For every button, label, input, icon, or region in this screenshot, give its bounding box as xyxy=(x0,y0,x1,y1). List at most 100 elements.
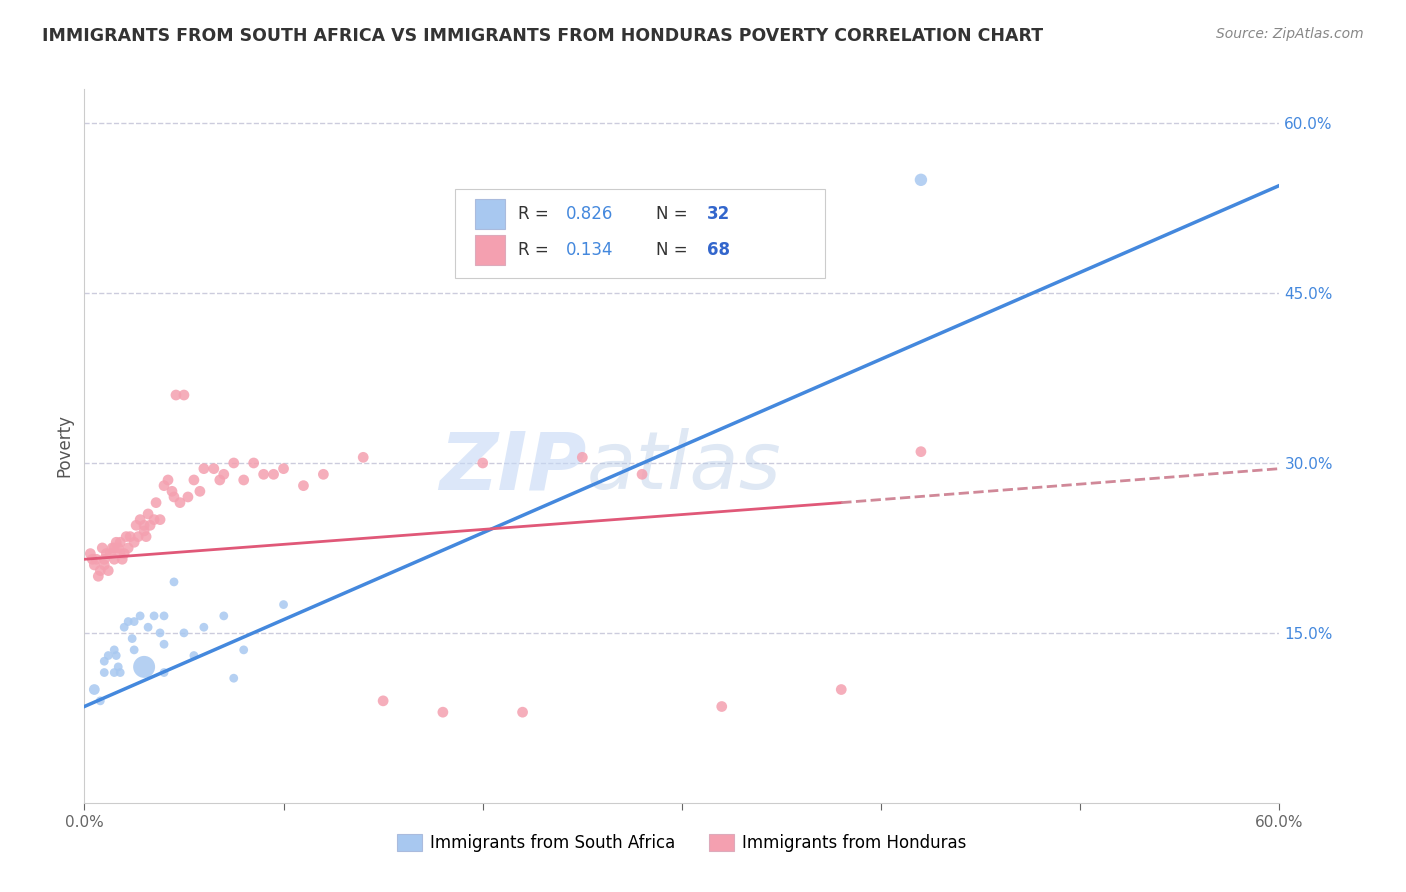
Point xyxy=(93,552,115,566)
Point xyxy=(117,615,139,629)
Point xyxy=(87,569,110,583)
Point xyxy=(111,552,134,566)
Point xyxy=(132,524,156,538)
Point xyxy=(208,473,231,487)
Point xyxy=(173,388,195,402)
Point xyxy=(157,473,180,487)
Point xyxy=(110,665,132,680)
Point xyxy=(512,705,534,719)
Point xyxy=(253,467,276,482)
Point xyxy=(202,461,225,475)
Point xyxy=(212,467,235,482)
FancyBboxPatch shape xyxy=(456,189,825,278)
Text: IMMIGRANTS FROM SOUTH AFRICA VS IMMIGRANTS FROM HONDURAS POVERTY CORRELATION CHA: IMMIGRANTS FROM SOUTH AFRICA VS IMMIGRAN… xyxy=(42,27,1043,45)
Bar xyxy=(475,199,505,229)
Point xyxy=(212,608,235,623)
Point xyxy=(143,608,166,623)
Point xyxy=(135,530,157,544)
Point xyxy=(117,541,139,555)
Point xyxy=(173,626,195,640)
Point xyxy=(125,518,148,533)
Point xyxy=(122,535,145,549)
Point xyxy=(149,513,172,527)
Point xyxy=(631,467,654,482)
Point xyxy=(93,558,115,572)
Point xyxy=(273,598,295,612)
Text: 68: 68 xyxy=(707,241,730,259)
Point xyxy=(129,513,152,527)
Point xyxy=(143,513,166,527)
Point xyxy=(86,552,108,566)
Text: Source: ZipAtlas.com: Source: ZipAtlas.com xyxy=(1216,27,1364,41)
Point xyxy=(153,665,176,680)
Point xyxy=(83,682,105,697)
Point xyxy=(169,495,191,509)
Text: 32: 32 xyxy=(707,205,730,223)
Point xyxy=(112,620,135,634)
Point xyxy=(97,648,120,663)
Point xyxy=(127,530,149,544)
Point xyxy=(222,671,245,685)
Point xyxy=(98,547,121,561)
Point xyxy=(160,484,183,499)
Point xyxy=(115,530,138,544)
Text: N =: N = xyxy=(655,241,693,259)
Point xyxy=(232,643,254,657)
Bar xyxy=(475,235,505,265)
Point xyxy=(153,608,176,623)
Point xyxy=(112,547,135,561)
Point xyxy=(165,388,187,402)
Point xyxy=(93,654,115,668)
Point xyxy=(120,530,142,544)
Point xyxy=(222,456,245,470)
Point xyxy=(163,574,186,589)
Point xyxy=(129,608,152,623)
Point xyxy=(177,490,200,504)
Point xyxy=(193,461,215,475)
Point xyxy=(571,450,593,465)
Point xyxy=(188,484,211,499)
Text: R =: R = xyxy=(519,205,554,223)
Point xyxy=(139,518,162,533)
Text: N =: N = xyxy=(655,205,693,223)
Point xyxy=(132,660,156,674)
Point xyxy=(105,535,128,549)
Point xyxy=(107,660,129,674)
Point xyxy=(89,694,111,708)
Point xyxy=(910,444,932,458)
Point xyxy=(163,490,186,504)
Point xyxy=(110,535,132,549)
Point xyxy=(97,564,120,578)
Point xyxy=(193,620,215,634)
Point xyxy=(149,626,172,640)
Point xyxy=(292,478,315,492)
Point xyxy=(103,541,125,555)
Point xyxy=(136,620,159,634)
Point xyxy=(910,173,932,187)
Legend: Immigrants from South Africa, Immigrants from Honduras: Immigrants from South Africa, Immigrants… xyxy=(391,827,973,859)
Text: ZIP: ZIP xyxy=(439,428,586,507)
Point xyxy=(107,541,129,555)
Point xyxy=(93,665,115,680)
Point xyxy=(83,558,105,572)
Point xyxy=(312,467,335,482)
Point xyxy=(242,456,264,470)
Point xyxy=(183,473,205,487)
Point xyxy=(89,564,111,578)
Point xyxy=(110,547,132,561)
Point xyxy=(122,615,145,629)
Point xyxy=(121,632,143,646)
Point xyxy=(352,450,374,465)
Point xyxy=(273,461,295,475)
Point xyxy=(96,547,118,561)
Point xyxy=(79,547,101,561)
Point xyxy=(373,694,395,708)
Point xyxy=(183,648,205,663)
Text: 0.826: 0.826 xyxy=(567,205,613,223)
Point xyxy=(136,507,159,521)
Text: R =: R = xyxy=(519,241,554,259)
Point xyxy=(145,495,167,509)
Point xyxy=(103,665,125,680)
Point xyxy=(471,456,494,470)
Point xyxy=(91,541,114,555)
